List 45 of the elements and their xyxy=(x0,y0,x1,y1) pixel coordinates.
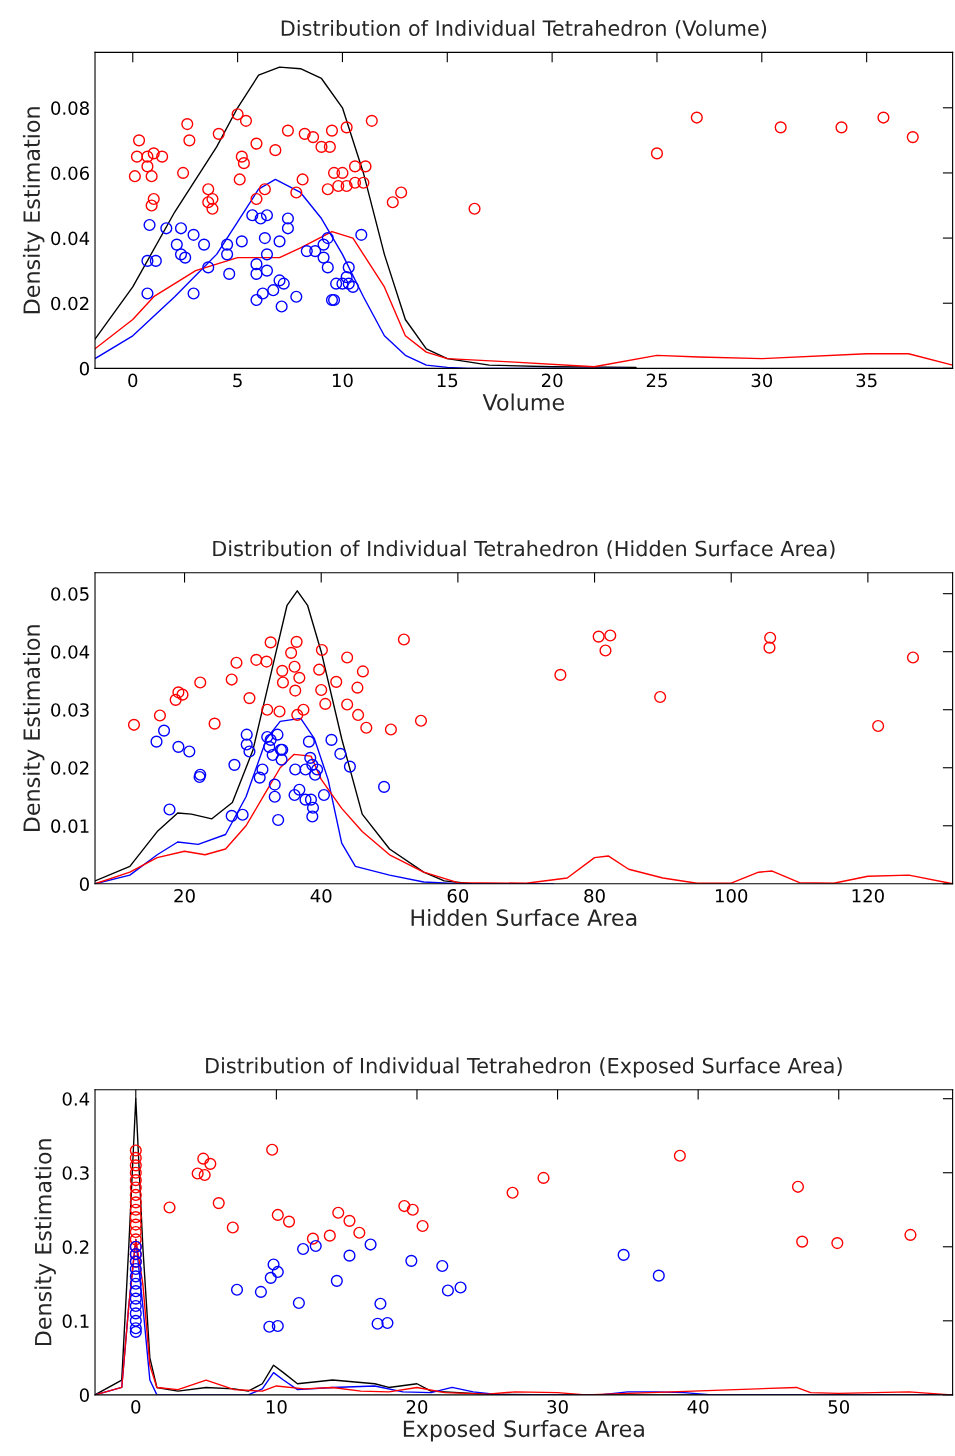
x-axis-title: Hidden Surface Area xyxy=(411,908,637,927)
y-tick-label: 0.04 xyxy=(51,645,90,659)
y-tick-label: 0.01 xyxy=(51,819,89,833)
x-tick-label: 60 xyxy=(447,888,469,903)
y-tick-label: 0.06 xyxy=(51,166,90,181)
y-axis-title: Density Estimation xyxy=(34,1139,56,1346)
x-tick-label: 100 xyxy=(715,888,748,903)
x-tick-label: 20 xyxy=(541,373,563,388)
y-axis-title: Density Estimation xyxy=(22,107,45,314)
y-tick-label: 0.2 xyxy=(62,1240,89,1254)
x-tick-label: 40 xyxy=(310,888,332,903)
y-tick-label: 0.1 xyxy=(62,1314,89,1328)
x-tick-label: 80 xyxy=(584,888,605,903)
y-tick-label: 0.4 xyxy=(62,1092,90,1106)
x-axis-title: Volume xyxy=(482,393,564,411)
y-tick-label: 0.02 xyxy=(51,296,89,311)
y-tick-label: 0.03 xyxy=(51,703,89,717)
y-tick-label: 0.04 xyxy=(51,231,90,246)
y-tick-label: 0.05 xyxy=(51,587,89,601)
x-tick-label: 5 xyxy=(233,373,242,388)
y-tick-label: 0.02 xyxy=(51,761,89,775)
x-tick-label: 10 xyxy=(332,373,353,388)
y-tick-label: 0 xyxy=(79,361,89,376)
x-axis-title: Exposed Surface Area xyxy=(403,1419,644,1442)
x-tick-label: 20 xyxy=(406,1400,428,1414)
x-tick-label: 30 xyxy=(751,373,773,388)
x-tick-label: 120 xyxy=(852,888,884,903)
x-tick-label: 0 xyxy=(128,373,138,388)
x-tick-label: 0 xyxy=(131,1400,141,1414)
chart-title: Distribution of Individual Tetrahedron (Exposed Surface Area) xyxy=(206,1057,842,1078)
x-tick-label: 20 xyxy=(174,888,195,903)
y-tick-label: 0.3 xyxy=(62,1166,89,1180)
chart-title: Distribution of Individual Tetrahedron (Volume) xyxy=(281,19,767,39)
chart-title: Distribution of Individual Tetrahedron (Hidden Surface Area) xyxy=(213,540,835,559)
x-tick-label: 25 xyxy=(646,373,667,388)
x-tick-label: 40 xyxy=(687,1400,709,1414)
y-tick-label: 0.08 xyxy=(51,101,89,115)
x-tick-label: 30 xyxy=(547,1400,568,1414)
y-tick-label: 0 xyxy=(79,877,89,891)
y-axis-title: Density Estimation xyxy=(22,625,45,832)
x-tick-label: 15 xyxy=(437,373,458,388)
x-tick-label: 10 xyxy=(266,1400,287,1414)
x-tick-label: 50 xyxy=(828,1400,850,1414)
y-tick-label: 0 xyxy=(79,1388,89,1402)
x-tick-label: 35 xyxy=(856,373,877,388)
